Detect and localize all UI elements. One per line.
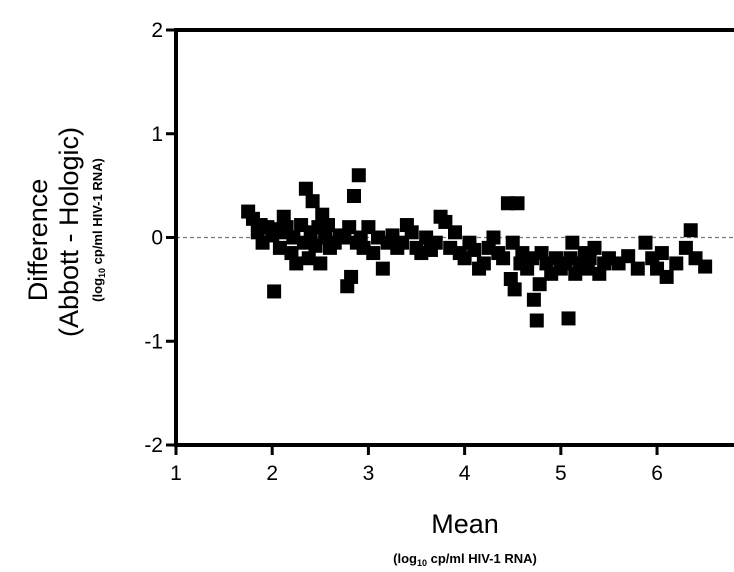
data-point — [669, 256, 684, 271]
data-point — [532, 277, 547, 292]
data-point — [375, 261, 390, 276]
data-point — [561, 311, 576, 326]
x-tick-label: 6 — [651, 462, 663, 485]
data-point — [486, 230, 501, 245]
y-tick-label: 0 — [151, 227, 163, 250]
data-point — [587, 240, 602, 255]
x-tick-label: 2 — [266, 462, 278, 485]
data-point — [496, 251, 511, 266]
data-point — [428, 235, 443, 250]
data-point — [683, 223, 698, 238]
axes: 2 1 0 -1 -2 1 2 3 4 5 6 — [144, 19, 734, 485]
data-point — [565, 235, 580, 250]
data-point — [267, 284, 282, 299]
data-point — [305, 194, 320, 209]
data-point — [507, 282, 522, 297]
x-tick-label: 4 — [459, 462, 471, 485]
data-point — [467, 242, 482, 257]
data-point — [344, 269, 359, 284]
data-point — [510, 196, 525, 211]
data-point — [621, 249, 636, 264]
x-tick-label: 3 — [363, 462, 375, 485]
data-point — [659, 269, 674, 284]
data-point — [529, 313, 544, 328]
y-tick-label: 1 — [151, 123, 163, 146]
data-point — [476, 256, 491, 271]
data-point — [346, 189, 361, 203]
data-point — [630, 261, 645, 276]
data-point — [272, 240, 287, 255]
data-point — [404, 225, 419, 240]
y-tick-label: 2 — [151, 19, 163, 42]
data-point — [286, 230, 301, 245]
data-point — [526, 292, 541, 307]
y-axis-subtitle: (Abbott - Hologic) — [54, 127, 84, 337]
data-point — [313, 256, 328, 271]
data-point — [638, 235, 653, 250]
data-point — [298, 181, 313, 196]
data-point — [321, 218, 336, 233]
y-axis-title: Difference — [23, 179, 53, 302]
y-axis-unit: (log10 cp/ml HIV-1 RNA) — [90, 158, 107, 302]
data-point — [351, 168, 366, 183]
x-tick-label: 1 — [170, 462, 182, 485]
x-axis-unit: (log10 cp/ml HIV-1 RNA) — [393, 551, 537, 568]
x-tick-label: 5 — [555, 462, 567, 485]
x-axis-title: Mean — [431, 509, 499, 539]
y-tick-label: -1 — [144, 330, 163, 353]
data-point — [698, 259, 713, 274]
y-tick-label: -2 — [144, 434, 163, 457]
data-points — [241, 168, 713, 328]
data-point — [342, 220, 357, 235]
data-point — [366, 246, 381, 261]
data-point — [289, 256, 304, 271]
data-point — [448, 225, 462, 240]
data-point — [654, 246, 669, 261]
data-point — [301, 251, 316, 266]
